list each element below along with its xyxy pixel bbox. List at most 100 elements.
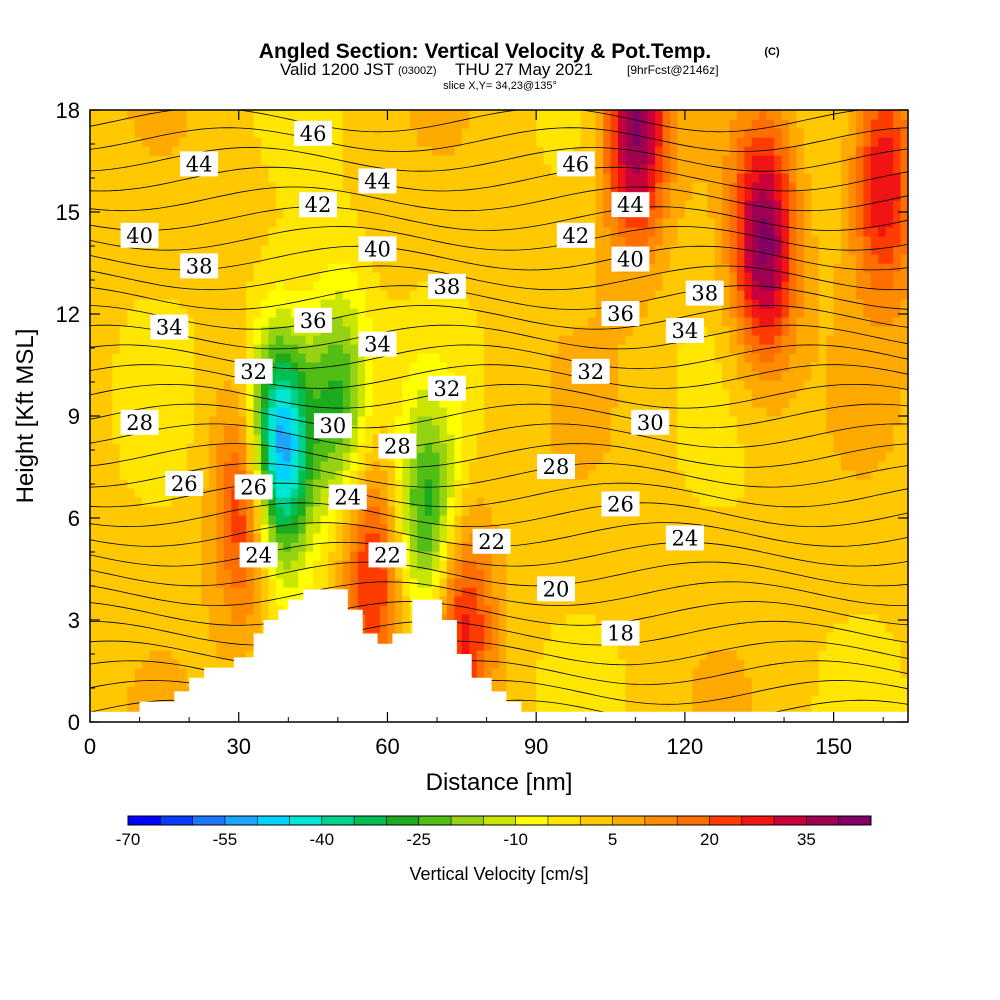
velocity-cell <box>194 452 203 462</box>
velocity-cell <box>164 398 173 408</box>
velocity-cell <box>394 344 403 354</box>
velocity-cell <box>142 515 151 525</box>
velocity-cell <box>818 686 827 696</box>
velocity-cell <box>826 587 835 597</box>
velocity-cell <box>796 389 805 399</box>
velocity-cell <box>469 434 478 444</box>
velocity-cell <box>826 533 835 543</box>
velocity-cell <box>558 686 567 696</box>
velocity-cell <box>491 317 500 327</box>
velocity-cell <box>134 371 143 381</box>
velocity-cell <box>439 560 448 570</box>
velocity-cell <box>692 353 701 363</box>
velocity-cell <box>261 389 270 399</box>
velocity-cell <box>789 425 798 435</box>
velocity-cell <box>432 353 441 363</box>
velocity-cell <box>186 344 195 354</box>
velocity-cell <box>179 461 188 471</box>
velocity-cell <box>439 578 448 588</box>
velocity-cell <box>588 389 597 399</box>
velocity-cell <box>365 425 374 435</box>
velocity-cell <box>454 551 463 561</box>
velocity-cell <box>833 659 842 669</box>
velocity-cell <box>565 371 574 381</box>
velocity-cell <box>640 677 649 687</box>
velocity-cell <box>647 443 656 453</box>
velocity-cell <box>803 659 812 669</box>
velocity-cell <box>766 560 775 570</box>
velocity-cell <box>580 668 589 678</box>
velocity-cell <box>536 659 545 669</box>
velocity-cell <box>417 326 426 336</box>
velocity-cell <box>305 362 314 372</box>
velocity-cell <box>707 569 716 579</box>
velocity-cell <box>194 506 203 516</box>
velocity-cell <box>231 506 240 516</box>
velocity-cell <box>253 506 262 516</box>
velocity-cell <box>759 533 768 543</box>
velocity-cell <box>171 506 180 516</box>
velocity-cell <box>826 416 835 426</box>
velocity-cell <box>387 479 396 489</box>
velocity-cell <box>461 470 470 480</box>
velocity-cell <box>521 623 530 633</box>
velocity-cell <box>179 371 188 381</box>
velocity-cell <box>863 560 872 570</box>
velocity-cell <box>156 479 165 489</box>
velocity-cell <box>714 506 723 516</box>
velocity-cell <box>335 479 344 489</box>
velocity-cell <box>818 362 827 372</box>
velocity-cell <box>885 668 894 678</box>
velocity-cell <box>231 497 240 507</box>
velocity-cell <box>97 668 106 678</box>
velocity-cell <box>796 632 805 642</box>
velocity-cell <box>900 605 908 615</box>
velocity-cell <box>387 371 396 381</box>
velocity-cell <box>372 434 381 444</box>
velocity-cell <box>751 533 760 543</box>
velocity-cell <box>521 533 530 543</box>
velocity-cell <box>670 686 679 696</box>
velocity-cell <box>112 569 121 579</box>
velocity-cell <box>521 353 530 363</box>
velocity-cell <box>565 524 574 534</box>
velocity-cell <box>766 497 775 507</box>
velocity-cell <box>722 569 731 579</box>
velocity-cell <box>327 479 336 489</box>
velocity-cell <box>134 623 143 633</box>
velocity-cell <box>647 470 656 480</box>
velocity-cell <box>417 470 426 480</box>
velocity-cell <box>186 542 195 552</box>
velocity-cell <box>97 308 106 318</box>
velocity-cell <box>736 452 745 462</box>
velocity-cell <box>699 569 708 579</box>
velocity-cell <box>595 542 604 552</box>
velocity-cell <box>826 650 835 660</box>
velocity-cell <box>811 623 820 633</box>
velocity-cell <box>164 344 173 354</box>
velocity-cell <box>357 317 366 327</box>
velocity-cell <box>246 308 255 318</box>
velocity-cell <box>491 434 500 444</box>
velocity-cell <box>848 704 857 714</box>
velocity-cell <box>372 407 381 417</box>
velocity-cell <box>573 686 582 696</box>
velocity-cell <box>662 677 671 687</box>
velocity-cell <box>253 416 262 426</box>
velocity-cell <box>833 542 842 552</box>
velocity-cell <box>662 578 671 588</box>
velocity-cell <box>833 650 842 660</box>
velocity-cell <box>164 623 173 633</box>
velocity-cell <box>112 398 121 408</box>
velocity-cell <box>803 398 812 408</box>
velocity-cell <box>833 371 842 381</box>
velocity-cell <box>565 362 574 372</box>
velocity-cell <box>357 515 366 525</box>
velocity-cell <box>380 461 389 471</box>
velocity-cell <box>684 407 693 417</box>
velocity-cell <box>104 326 113 336</box>
velocity-cell <box>171 389 180 399</box>
velocity-cell <box>194 308 203 318</box>
velocity-cell <box>603 686 612 696</box>
velocity-cell <box>119 335 128 345</box>
